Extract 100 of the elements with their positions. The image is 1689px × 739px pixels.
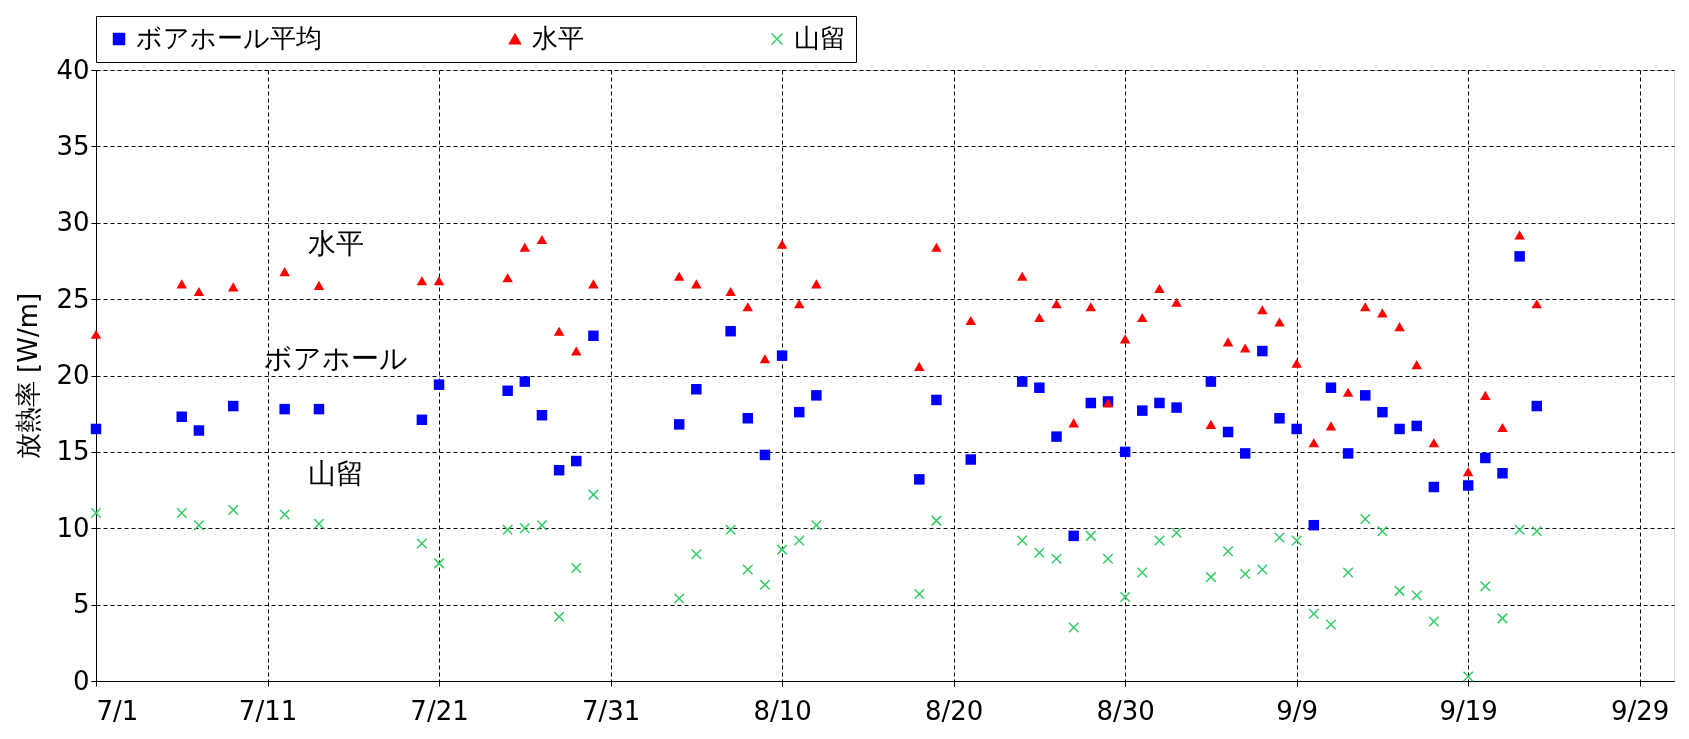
point: [914, 361, 925, 371]
point: [1034, 382, 1045, 393]
point: [519, 522, 531, 534]
point: [90, 507, 102, 519]
point: [1016, 534, 1028, 546]
point: [1480, 390, 1491, 400]
y-tick-label: 0: [72, 665, 90, 696]
point: [90, 329, 102, 339]
point: [1497, 468, 1508, 479]
y-tick-label: 35: [56, 130, 90, 161]
point: [1325, 618, 1337, 630]
point: [1136, 567, 1148, 579]
point: [725, 524, 737, 536]
point: [1256, 564, 1268, 575]
point: [1171, 402, 1182, 413]
x-tick-label: 7/11: [238, 695, 298, 726]
point: [1377, 406, 1388, 418]
point: [1342, 387, 1354, 397]
point: [1376, 525, 1388, 537]
point: [1359, 513, 1371, 525]
point: [193, 425, 205, 436]
point: [570, 562, 582, 574]
point: [588, 330, 599, 342]
point: [1171, 297, 1182, 307]
x-tick-label: 7/1: [96, 695, 139, 726]
point: [1239, 568, 1251, 580]
point: [1274, 413, 1285, 424]
point: [776, 544, 788, 556]
point: [1257, 345, 1268, 357]
annotation: 山留: [308, 457, 364, 490]
point: [914, 474, 925, 485]
point: [965, 454, 976, 465]
point: [1153, 534, 1165, 546]
point: [553, 611, 565, 623]
point: [519, 376, 531, 387]
point: [759, 579, 771, 591]
x-tick-label: 8/30: [1096, 695, 1155, 726]
point: [1360, 390, 1371, 401]
point: [1222, 337, 1234, 347]
x-tick-label: 8/10: [753, 695, 812, 726]
point: [313, 280, 325, 290]
point: [1274, 317, 1285, 327]
point: [1291, 534, 1303, 546]
point: [725, 286, 736, 297]
point: [1325, 382, 1337, 393]
point: [1068, 418, 1079, 428]
point: [725, 325, 736, 337]
point: [742, 564, 754, 575]
point: [1325, 421, 1337, 431]
point: [1222, 426, 1234, 438]
point: [931, 242, 942, 252]
point: [930, 515, 942, 527]
point: [1377, 308, 1388, 318]
point: [1154, 283, 1165, 293]
point: [691, 279, 702, 289]
point: [1119, 591, 1131, 603]
y-tick-label: 25: [56, 283, 90, 314]
point: [1051, 553, 1063, 565]
point: [553, 326, 565, 336]
x-tick-label: 7/21: [410, 695, 469, 726]
point: [1496, 612, 1508, 624]
point: [1137, 312, 1148, 322]
point: [793, 534, 805, 546]
point: [176, 507, 188, 519]
point: [1119, 334, 1131, 344]
point: [691, 384, 702, 395]
point: [1102, 553, 1114, 565]
point: [1462, 480, 1474, 491]
point: [1462, 670, 1474, 682]
point: [1051, 431, 1062, 442]
point: [1137, 405, 1148, 416]
legend-label: 山留: [794, 23, 846, 53]
point: [1411, 589, 1423, 601]
point: [794, 299, 805, 309]
point: [1480, 452, 1491, 464]
point: [1085, 302, 1097, 312]
point: [1222, 545, 1234, 557]
point: [416, 276, 428, 286]
point: [227, 282, 239, 292]
annotation: ボアホール: [264, 342, 408, 375]
legend-label: ボアホール平均: [136, 23, 322, 53]
point: [1119, 446, 1131, 458]
point: [1479, 580, 1491, 592]
point: [193, 519, 205, 531]
point: [742, 413, 754, 424]
point: [416, 414, 428, 426]
point: [1514, 524, 1526, 536]
point: [1205, 419, 1217, 429]
point: [1085, 397, 1097, 409]
point: [502, 385, 513, 397]
point: [811, 279, 822, 289]
point: [1411, 360, 1422, 370]
point: [776, 350, 788, 361]
point: [1462, 467, 1474, 477]
point: [1394, 423, 1405, 435]
point: [1411, 420, 1422, 432]
point: [1239, 448, 1251, 459]
point: [1308, 519, 1320, 531]
point: [1308, 608, 1320, 620]
point: [433, 557, 445, 569]
